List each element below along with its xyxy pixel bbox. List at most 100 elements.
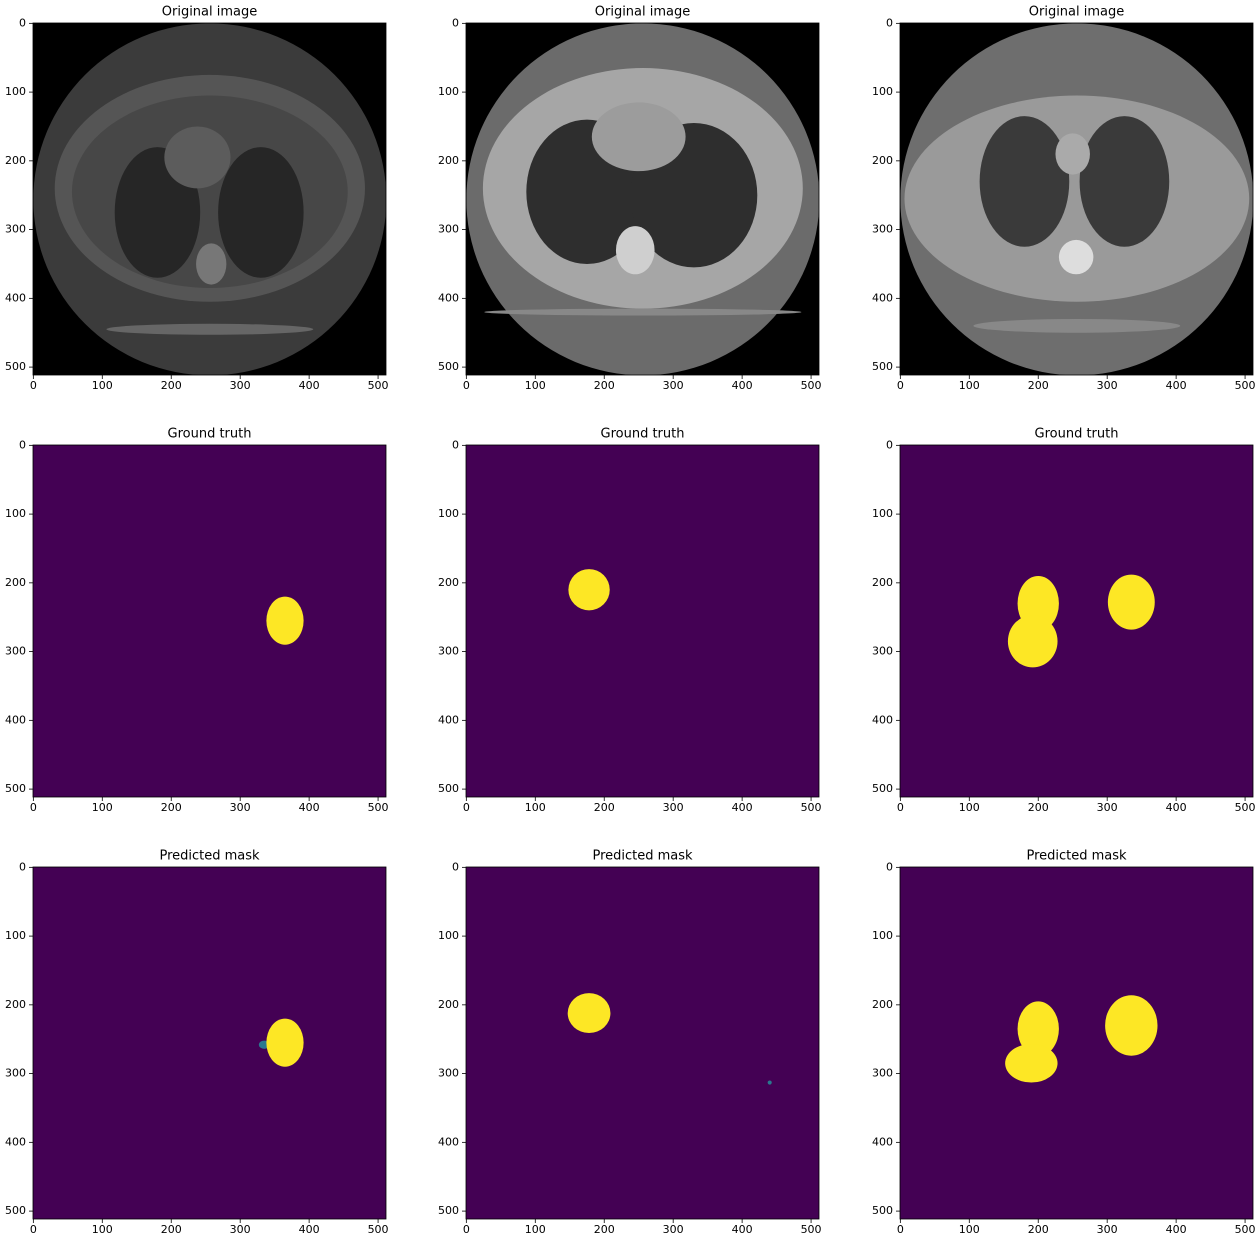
x-tick-label: 500: [1235, 801, 1256, 814]
y-tick-label: 300: [5, 223, 26, 236]
axes-frame: [465, 444, 820, 798]
y-tick-label: 400: [5, 1135, 26, 1148]
image: [466, 445, 819, 797]
y-tick-label: 100: [5, 85, 26, 98]
x-tick-label: 500: [801, 379, 822, 392]
y-tick-label: 0: [452, 16, 459, 29]
panel-title: Predicted mask: [592, 849, 693, 864]
x-tick-label: 400: [1166, 379, 1187, 392]
x-tick-label: 100: [525, 379, 546, 392]
x-tick-label: 500: [368, 1223, 389, 1236]
x-tick-label: 400: [732, 801, 753, 814]
x-tick-label: 100: [959, 801, 980, 814]
image-region: [1007, 615, 1058, 668]
image: [33, 445, 386, 797]
image-region: [1079, 116, 1170, 247]
y-tick-label: 100: [872, 85, 893, 98]
panel-title: Original image: [595, 5, 691, 20]
x-tick-label: 200: [161, 801, 182, 814]
axes-frame: [899, 22, 1254, 376]
image: [33, 867, 386, 1219]
x-tick-label: 100: [92, 1223, 113, 1236]
x-tick-label: 500: [1235, 379, 1256, 392]
x-tick-label: 500: [368, 379, 389, 392]
image-region: [1017, 1001, 1059, 1057]
x-tick-label: 200: [594, 379, 615, 392]
axes-frame: [32, 444, 387, 798]
x-tick-label: 300: [1097, 1223, 1118, 1236]
x-tick-label: 400: [299, 801, 320, 814]
y-tick-label: 300: [872, 223, 893, 236]
image: [466, 867, 819, 1219]
y-tick-label: 400: [5, 291, 26, 304]
y-tick-label: 100: [438, 929, 459, 942]
image-region: [106, 323, 314, 335]
x-tick-label: 300: [663, 801, 684, 814]
x-tick-label: 200: [161, 1223, 182, 1236]
y-tick-label: 300: [5, 645, 26, 658]
x-tick-label: 200: [594, 801, 615, 814]
x-tick-label: 400: [732, 379, 753, 392]
image: [900, 445, 1253, 797]
y-tick-label: 100: [872, 507, 893, 520]
image-region: [1107, 574, 1155, 630]
image-region: [591, 102, 686, 172]
image: [900, 867, 1253, 1219]
x-tick-label: 200: [161, 379, 182, 392]
y-tick-label: 0: [452, 860, 459, 873]
image-region: [568, 569, 610, 611]
image-background: [466, 867, 819, 1219]
image-region: [767, 1080, 772, 1085]
x-tick-label: 500: [801, 1223, 822, 1236]
y-tick-label: 500: [872, 782, 893, 795]
image-background: [33, 445, 386, 797]
image-background: [900, 867, 1253, 1219]
panel-title: Ground truth: [601, 427, 685, 442]
image-region: [567, 993, 611, 1034]
image: [466, 23, 819, 375]
axes-frame: [465, 22, 820, 376]
y-tick-label: 100: [438, 507, 459, 520]
panel-title: Predicted mask: [1026, 849, 1127, 864]
y-tick-label: 400: [438, 291, 459, 304]
y-tick-label: 500: [438, 1204, 459, 1217]
x-tick-label: 100: [525, 1223, 546, 1236]
y-tick-label: 200: [438, 998, 459, 1011]
y-tick-label: 200: [438, 576, 459, 589]
x-tick-label: 400: [1166, 1223, 1187, 1236]
x-tick-label: 300: [1097, 801, 1118, 814]
x-tick-label: 400: [732, 1223, 753, 1236]
image-region: [1058, 239, 1094, 275]
x-tick-label: 0: [30, 1223, 37, 1236]
axes-frame: [32, 866, 387, 1220]
image-region: [196, 243, 227, 285]
x-tick-label: 300: [230, 379, 251, 392]
x-tick-label: 200: [594, 1223, 615, 1236]
y-tick-label: 400: [438, 713, 459, 726]
image-background: [900, 445, 1253, 797]
y-tick-label: 0: [886, 16, 893, 29]
y-tick-label: 0: [19, 438, 26, 451]
y-tick-label: 500: [5, 360, 26, 373]
x-tick-label: 100: [959, 1223, 980, 1236]
x-tick-label: 100: [92, 801, 113, 814]
x-tick-label: 0: [897, 379, 904, 392]
y-tick-label: 200: [5, 154, 26, 167]
image-background: [466, 445, 819, 797]
y-tick-label: 100: [872, 929, 893, 942]
y-tick-label: 100: [438, 85, 459, 98]
image-background: [33, 867, 386, 1219]
panel-title: Original image: [1029, 5, 1125, 20]
image: [900, 23, 1253, 375]
y-tick-label: 200: [872, 998, 893, 1011]
image-region: [979, 116, 1070, 247]
axes-frame: [465, 866, 820, 1220]
image-region: [615, 226, 655, 275]
x-tick-label: 300: [663, 379, 684, 392]
y-tick-label: 200: [5, 576, 26, 589]
panel-title: Original image: [162, 5, 258, 20]
y-tick-label: 500: [872, 360, 893, 373]
y-tick-label: 400: [872, 291, 893, 304]
y-tick-label: 200: [438, 154, 459, 167]
y-tick-label: 400: [872, 1135, 893, 1148]
